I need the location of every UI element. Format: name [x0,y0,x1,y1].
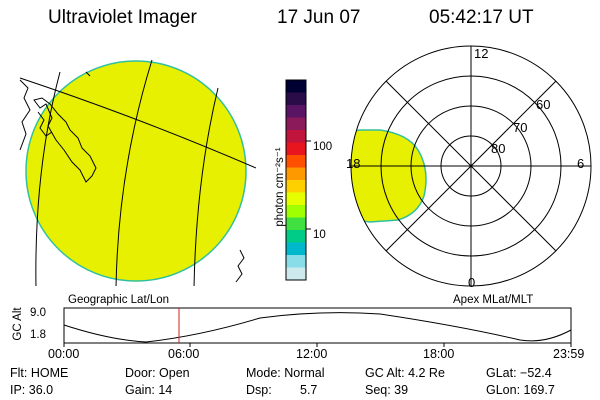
altitude-xtick-1800: 18:00 [423,347,455,361]
mlat-label-80: 80 [491,141,506,156]
status-door: Door: Open [125,366,190,380]
colorbar-frame [285,79,307,281]
status-ip: IP: 36.0 [10,383,54,397]
colorbar [285,79,311,281]
altitude-xtick-2359: 23:59 [553,347,585,361]
mlt-label-18: 18 [346,156,361,171]
coastline [85,71,91,77]
coastline-island [33,97,97,183]
mlat-label-60: 60 [536,97,551,112]
latitude-line [19,77,256,169]
status-mode: Mode: Normal [246,366,325,380]
altitude-ytick-1-8: 1.8 [30,329,46,341]
mlt-label-6: 6 [577,156,585,171]
colorbar-segment [286,230,306,243]
colorbar-segment [286,205,306,218]
instrument-title: Ultraviolet Imager [48,7,197,28]
coastline [37,111,53,137]
longitude-line [35,71,61,286]
longitude-line [115,59,153,286]
colorbar-segment [286,105,306,118]
altitude-xtick-0600: 06:00 [168,347,200,361]
altitude-xtick-0000: 00:00 [48,347,80,361]
altitude-curve [63,312,572,343]
status-glon: GLon: 169.7 [486,383,555,397]
colorbar-segment [286,142,306,156]
colorbar-segment [286,267,306,281]
colorbar-segment [286,242,306,256]
colorbar-segment [286,192,306,206]
altitude-ytick-9: 9.0 [30,307,46,319]
colorbar-segment [286,117,306,131]
polar-diagonal [385,80,557,252]
colorbar-segment [286,255,306,268]
coastline [235,249,245,283]
status-dsp-label: Dsp: [246,383,272,397]
colorbar-segment [286,130,306,143]
colorbar-segment [286,155,306,168]
colorbar-segment [286,180,306,193]
longitude-line [193,87,219,286]
colorbar-tick-100: 100 [313,141,333,153]
status-flt: Flt: HOME [10,366,69,380]
status-dsp-value: 5.7 [300,383,318,397]
altitude-ylabel: GC Alt [12,307,24,341]
time-label: 05:42:17 UT [429,7,534,28]
colorbar-segment [286,80,306,93]
colorbar-segment [286,92,306,106]
colorbar-segment [286,167,306,181]
coastline [19,79,31,151]
colorbar-segment [286,217,306,231]
status-gain: Gain: 14 [125,383,173,397]
uv-image-disk [25,60,247,282]
geo-panel-label: Geographic Lat/Lon [68,294,170,306]
mlat-label-70: 70 [513,120,528,135]
mlt-label-12: 12 [474,46,489,61]
status-gc-alt: GC Alt: 4.2 Re [365,366,445,380]
status-seq: Seq: 39 [365,383,409,397]
polar-panel-label: Apex MLat/MLT [453,294,534,306]
altitude-xtick-1200: 12:00 [296,347,328,361]
status-glat: GLat: −52.4 [486,366,552,380]
mlt-label-0: 0 [468,275,476,290]
date-label: 17 Jun 07 [277,7,361,28]
colorbar-tick-10: 10 [313,229,326,241]
